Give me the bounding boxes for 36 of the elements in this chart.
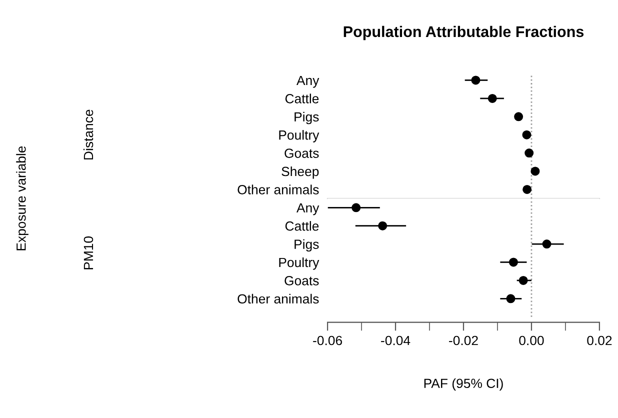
chart-title: Population Attributable Fractions (344, 26, 584, 40)
y-tick-label: Cattle (285, 221, 319, 231)
text: Distance (83, 110, 94, 160)
y-tick-label: Sheep (282, 166, 319, 179)
y-tick-label: Any (296, 203, 320, 216)
point (378, 221, 388, 230)
point (530, 166, 540, 176)
y-tick-label: Pigs (294, 239, 319, 252)
x-tick-label: -0.02 (449, 336, 478, 346)
text: PM10 (84, 236, 94, 270)
point (352, 203, 361, 212)
x-axis-title: PAF (95% CI) (424, 378, 503, 391)
point (518, 276, 528, 285)
point (508, 258, 518, 267)
point (522, 130, 532, 140)
point (524, 148, 534, 158)
y-tick-label: Goats (284, 276, 319, 286)
point (522, 184, 532, 194)
y-tick-label: Other animals (238, 184, 319, 194)
y-tick-label: Pigs (294, 112, 319, 124)
y-tick-label: Other animals (238, 294, 319, 304)
y-tick-label: Any (296, 76, 320, 88)
y-axis-title: Exposure variable (16, 146, 28, 250)
point (542, 240, 552, 249)
y-tick-label: Poultry (279, 130, 320, 142)
y-tick-label: Poultry (279, 257, 320, 270)
y-tick-label: Goats (284, 148, 319, 158)
point (488, 94, 497, 103)
y-tick-label: Cattle (285, 94, 319, 104)
point (506, 294, 516, 304)
point (471, 76, 480, 85)
x-tick-label: -0.06 (313, 336, 342, 346)
point (514, 112, 524, 122)
x-tick-label: -0.04 (381, 336, 410, 346)
x-tick-label: 0.02 (587, 336, 612, 346)
x-tick-label: 0.00 (519, 336, 544, 346)
